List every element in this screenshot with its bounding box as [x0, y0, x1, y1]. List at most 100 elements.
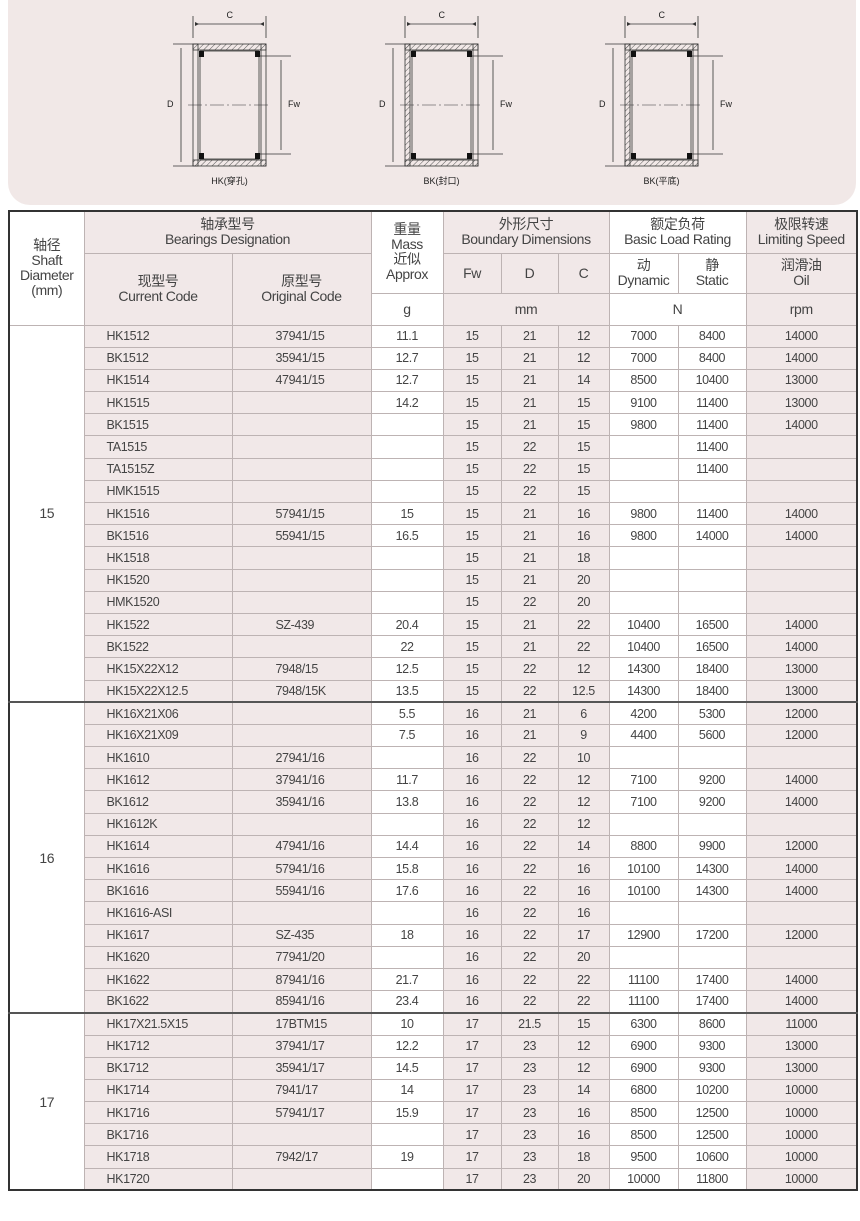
- limiting-speed-cell: [745, 812, 858, 836]
- static-load-cell: 11400: [677, 457, 747, 481]
- d-cell: 21: [500, 324, 559, 348]
- c-cell: 16: [557, 501, 610, 526]
- dimension-c-label: C: [226, 10, 234, 20]
- limiting-speed-cell: 13000: [745, 368, 858, 393]
- fw-cell: 15: [442, 590, 502, 614]
- original-code-cell: 77941/20: [231, 945, 372, 969]
- fw-cell: 16: [442, 967, 502, 992]
- limiting-speed-cell: 14000: [745, 879, 858, 903]
- dimension-d-label: D: [599, 99, 606, 109]
- current-code-cell: HK1516: [83, 501, 233, 526]
- current-code-cell: TA1515: [83, 435, 233, 459]
- original-code-cell: 37941/17: [231, 1034, 372, 1058]
- static-load-cell: 12500: [677, 1123, 747, 1147]
- static-load-cell: 18400: [677, 679, 747, 703]
- static-load-cell: [677, 901, 747, 925]
- static-load-cell: 17400: [677, 967, 747, 992]
- mass-cell: 12.5: [370, 657, 444, 681]
- table-row: HMK1515 15 22 15: [9, 479, 858, 504]
- static-load-cell: 9200: [677, 768, 747, 792]
- mass-cell: 18: [370, 923, 444, 947]
- current-code-cell: HK1622: [83, 967, 233, 992]
- c-cell: 16: [557, 901, 610, 925]
- table-row: BK1616 55941/16 17.6 16 22 16 10100 14300 14000: [9, 879, 858, 903]
- c-cell: 12: [557, 1034, 610, 1058]
- static-load-cell: 9300: [677, 1034, 747, 1058]
- fw-cell: 16: [442, 768, 502, 792]
- bk-sealed-diagram: C D Fw BK(封口): [335, 0, 535, 205]
- dynamic-load-cell: 8500: [608, 1101, 679, 1125]
- limiting-speed-cell: [745, 479, 858, 504]
- dynamic-load-cell: [608, 945, 679, 969]
- d-cell: 22: [500, 479, 559, 504]
- static-load-cell: [677, 568, 747, 592]
- mass-cell: 16.5: [370, 524, 444, 548]
- dynamic-load-cell: [608, 435, 679, 459]
- d-cell: 21: [500, 346, 559, 370]
- fw-cell: 16: [442, 923, 502, 947]
- table-row: HK1610 27941/16 16 22 10: [9, 746, 858, 770]
- d-cell: 23: [500, 1034, 559, 1058]
- dynamic-load-cell: 10100: [608, 879, 679, 903]
- dimension-c-label: C: [438, 10, 446, 20]
- original-code-cell: 7948/15: [231, 657, 372, 681]
- dynamic-load-cell: 14300: [608, 679, 679, 703]
- c-cell: 14: [557, 1078, 610, 1103]
- mass-cell: 14.4: [370, 834, 444, 859]
- shaft-diameter-cell: 17: [8, 1012, 85, 1191]
- static-load-cell: 17400: [677, 990, 747, 1014]
- limiting-speed-cell: [745, 568, 858, 592]
- dynamic-load-cell: [608, 812, 679, 836]
- static-load-cell: 14000: [677, 524, 747, 548]
- mass-cell: 10: [370, 1012, 444, 1036]
- dynamic-load-cell: [608, 546, 679, 570]
- shaft-diameter-cell: 15: [8, 324, 85, 703]
- d-cell: 22: [500, 901, 559, 925]
- limiting-speed-cell: [745, 945, 858, 969]
- speed-unit: rpm: [745, 292, 858, 326]
- original-code-cell: 47941/16: [231, 834, 372, 859]
- dynamic-load-cell: 8800: [608, 834, 679, 859]
- c-cell: 14: [557, 834, 610, 859]
- d-cell: 22: [500, 435, 559, 459]
- d-cell: 22: [500, 457, 559, 481]
- mass-cell: [370, 945, 444, 969]
- shaft-diameter-cell: 16: [8, 701, 85, 1014]
- limiting-speed-cell: 14000: [745, 990, 858, 1014]
- current-code-cell: HK1520: [83, 568, 233, 592]
- mass-cell: 21.7: [370, 967, 444, 992]
- oil-header: 润滑油 Oil: [745, 252, 858, 294]
- current-code-cell: HK1620: [83, 945, 233, 969]
- diagram-panel: C D Fw HK(穿孔) C D Fw BK(封口) C D Fw BK(平底): [8, 0, 856, 205]
- mass-unit: g: [370, 292, 444, 326]
- static-load-cell: [677, 746, 747, 770]
- c-cell: 12: [557, 324, 610, 348]
- current-code-cell: HK1612: [83, 768, 233, 792]
- table-row: BK1516 55941/15 16.5 15 21 16 9800 14000 14000: [9, 524, 858, 548]
- static-load-cell: 5600: [677, 723, 747, 748]
- c-cell: 16: [557, 1123, 610, 1147]
- current-code-cell: HK1612K: [83, 812, 233, 836]
- static-load-cell: [677, 546, 747, 570]
- table-row: BK1712 35941/17 14.5 17 23 12 6900 9300 13000: [9, 1056, 858, 1080]
- original-code-cell: 57941/16: [231, 856, 372, 881]
- limiting-speed-cell: [745, 590, 858, 614]
- dimension-d-label: D: [167, 99, 174, 109]
- mass-cell: [370, 479, 444, 504]
- static-load-cell: 8400: [677, 346, 747, 370]
- d-cell: 22: [500, 812, 559, 836]
- original-code-cell: [231, 391, 372, 415]
- c-cell: 17: [557, 923, 610, 947]
- fw-cell: 15: [442, 324, 502, 348]
- static-load-cell: 11800: [677, 1167, 747, 1191]
- mass-cell: [370, 812, 444, 836]
- static-load-cell: 18400: [677, 657, 747, 681]
- table-row: HK1616-ASI 16 22 16: [9, 901, 858, 925]
- current-code-cell: HK1512: [83, 324, 233, 348]
- original-code-cell: [231, 568, 372, 592]
- current-code-cell: BK1712: [83, 1056, 233, 1080]
- current-code-cell: HK15X22X12.5: [83, 679, 233, 703]
- dynamic-load-cell: 10400: [608, 635, 679, 659]
- mass-cell: 14: [370, 1078, 444, 1103]
- limiting-speed-cell: 12000: [745, 701, 858, 725]
